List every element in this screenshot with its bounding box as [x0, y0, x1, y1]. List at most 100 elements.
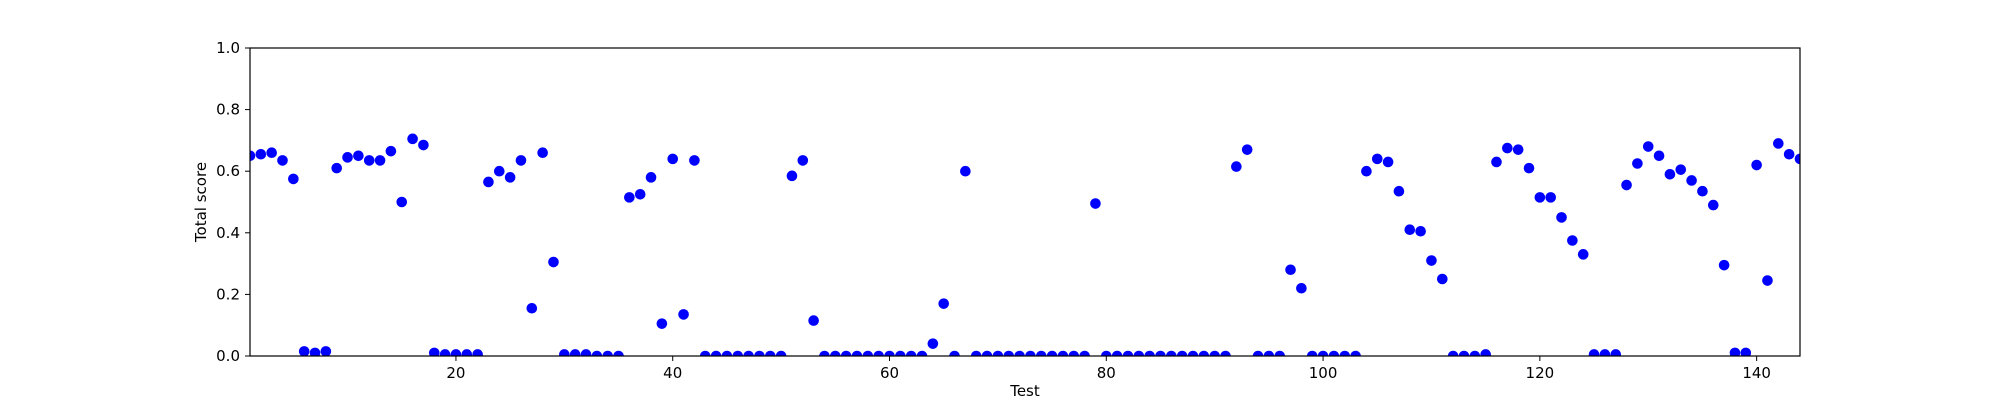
data-point — [1035, 350, 1047, 356]
data-point — [342, 152, 353, 163]
data-point — [580, 349, 592, 356]
data-point — [1556, 212, 1567, 223]
y-tick-label: 0.8 — [216, 101, 240, 119]
data-point — [288, 173, 299, 185]
data-point — [797, 155, 809, 166]
data-point — [862, 350, 874, 356]
data-point — [992, 350, 1004, 356]
x-axis-label: Test — [1009, 382, 1040, 400]
plot-area — [250, 133, 1800, 356]
data-point — [1361, 165, 1372, 177]
data-point — [1057, 350, 1069, 356]
data-point — [851, 350, 863, 356]
x-tick-label: 40 — [663, 364, 682, 382]
data-point — [250, 150, 256, 162]
data-point — [1339, 350, 1351, 356]
data-point — [1697, 185, 1708, 197]
x-tick-label: 60 — [880, 364, 899, 382]
data-point — [981, 350, 993, 356]
data-point — [277, 155, 288, 166]
data-point — [1111, 350, 1123, 356]
data-point — [1133, 350, 1145, 356]
data-point — [1773, 138, 1784, 149]
data-point — [418, 139, 429, 151]
data-point — [1740, 347, 1752, 356]
y-tick-label: 0.6 — [216, 162, 240, 180]
data-point — [298, 346, 310, 356]
data-point — [1317, 350, 1329, 356]
data-point — [1382, 156, 1394, 168]
data-point — [1664, 168, 1676, 180]
data-points — [250, 133, 1800, 356]
data-point — [1642, 141, 1654, 152]
data-point — [1480, 349, 1491, 356]
data-point — [916, 350, 928, 356]
data-point — [1220, 350, 1231, 356]
data-point — [624, 192, 635, 203]
axes-frame — [249, 47, 1801, 357]
data-point — [634, 189, 646, 200]
y-tick-label: 1.0 — [216, 39, 240, 57]
data-point — [515, 155, 527, 166]
data-point — [1762, 275, 1773, 286]
data-point — [591, 350, 603, 356]
data-point — [1577, 249, 1589, 260]
data-point — [830, 350, 841, 356]
data-point — [1502, 142, 1513, 154]
data-point — [970, 350, 982, 356]
data-point — [504, 172, 516, 183]
data-point — [678, 309, 689, 320]
data-point — [1166, 350, 1177, 356]
data-point — [1447, 350, 1459, 356]
data-point — [1632, 158, 1643, 169]
data-point — [1610, 349, 1622, 356]
data-point — [764, 350, 776, 356]
data-point — [1599, 349, 1611, 356]
data-point — [1296, 282, 1307, 294]
data-point — [1588, 349, 1600, 356]
data-point — [428, 347, 440, 356]
data-point — [905, 350, 917, 356]
data-point — [1371, 153, 1383, 165]
data-point — [407, 133, 418, 145]
data-point — [808, 315, 819, 326]
data-point — [786, 170, 798, 182]
data-point — [1285, 264, 1296, 276]
data-point — [494, 165, 505, 177]
data-point — [255, 148, 267, 160]
data-point — [385, 145, 397, 157]
y-axis-label: Total score — [192, 162, 210, 243]
data-point — [884, 350, 895, 356]
data-point — [743, 350, 754, 356]
data-point — [1718, 259, 1730, 271]
data-point — [363, 155, 375, 166]
data-point — [483, 176, 494, 188]
y-tick-label: 0.4 — [216, 224, 240, 242]
data-point — [732, 350, 744, 356]
data-point — [602, 350, 613, 356]
data-point — [1122, 350, 1134, 356]
data-point — [754, 350, 765, 356]
data-point — [1621, 179, 1632, 191]
data-point — [949, 350, 960, 356]
data-point — [1252, 350, 1264, 356]
data-point — [710, 350, 722, 356]
data-point — [309, 347, 321, 356]
data-point — [960, 165, 971, 177]
data-point — [1653, 150, 1665, 162]
data-point — [840, 350, 852, 356]
data-point — [1231, 161, 1242, 172]
data-point — [1328, 350, 1340, 356]
data-point — [1707, 199, 1719, 211]
data-point — [1751, 159, 1762, 171]
data-point — [1491, 156, 1502, 168]
data-point — [472, 349, 483, 356]
data-point — [1003, 350, 1015, 356]
data-point — [374, 155, 386, 166]
data-point — [1155, 350, 1166, 356]
data-point — [353, 150, 364, 162]
data-point — [1187, 350, 1199, 356]
data-point — [1512, 144, 1524, 155]
data-point — [1437, 273, 1448, 285]
